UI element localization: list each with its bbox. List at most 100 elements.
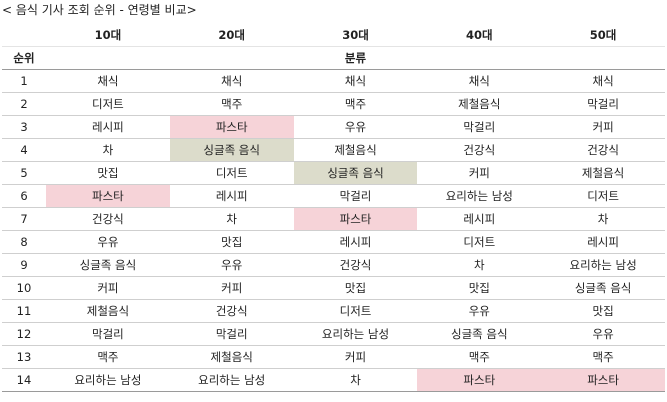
sub-header-row: 순위 분류 [2,46,665,70]
category-cell: 디저트 [541,184,665,208]
table-row: 6 파스타 레시피 막걸리 요리하는 남성 디저트 [2,184,665,208]
category-cell: 싱글족 음식 [417,322,542,346]
category-cell: 커피 [417,161,542,185]
category-cell: 디저트 [46,92,170,116]
age-header: 20대 [169,24,294,47]
category-cell: 제철음식 [293,138,418,162]
table-row: 4 차 싱글족 음식 제철음식 건강식 건강식 [2,138,665,162]
category-cell: 우유 [46,230,170,254]
category-label: 디저트 [92,97,124,111]
category-cell: 건강식 [541,138,665,162]
table-row: 8 우유 맛집 레시피 디저트 레시피 [2,230,665,254]
category-cell: 요리하는 남성 [169,368,294,392]
category-cell: 건강식 [293,253,418,277]
category-label: 맥주 [97,350,119,364]
category-cell: 파스타 [417,368,542,392]
category-label: 건강식 [92,212,124,226]
table-row: 10 커피 커피 맛집 맛집 싱글족 음식 [2,276,665,300]
category-cell: 싱글족 음식 [541,276,665,300]
table-row: 7 건강식 차 파스타 레시피 차 [2,207,665,231]
category-label: 싱글족 음식 [574,281,632,295]
table-row: 14 요리하는 남성 요리하는 남성 차 파스타 파스타 [2,368,665,392]
rank-cell: 10 [2,276,46,300]
category-cell: 막걸리 [169,322,294,346]
category-cell: 막걸리 [293,184,418,208]
category-cell: 차 [169,207,294,231]
category-cell: 맥주 [293,92,418,116]
category-label: 맛집 [592,304,614,318]
rank-cell: 1 [2,69,46,93]
table-row: 5 맛집 디저트 싱글족 음식 커피 제철음식 [2,161,665,185]
category-cell: 맥주 [417,345,542,369]
category-cell: 차 [293,368,418,392]
category-label: 건강식 [587,143,619,157]
category-cell: 건강식 [46,207,170,231]
category-label: 맥주 [344,97,367,111]
category-label: 우유 [592,327,614,341]
category-label: 레시피 [215,189,248,203]
table-row: 9 싱글족 음식 우유 건강식 차 요리하는 남성 [2,253,665,277]
table-row: 11 제철음식 건강식 디저트 우유 맛집 [2,299,665,323]
category-label: 디저트 [339,304,372,318]
highlighted-category-label: 파스타 [293,208,418,230]
rank-cell: 7 [2,207,46,231]
table-row: 1 채식 채식 채식 채식 채식 [2,69,665,93]
rank-cell: 2 [2,92,46,116]
category-cell: 파스타 [293,207,418,231]
category-label: 요리하는 남성 [74,373,142,387]
category-cell: 디저트 [293,299,418,323]
category-label: 커피 [344,350,367,364]
category-cell: 채식 [417,69,542,93]
category-cell: 건강식 [169,299,294,323]
category-label: 레시피 [463,212,496,226]
category-label: 차 [473,258,485,272]
category-cell: 우유 [293,115,418,139]
category-label: 제철음식 [86,304,130,318]
category-cell: 파스타 [541,368,665,392]
category-cell: 차 [46,138,170,162]
highlighted-category-label: 싱글족 음식 [169,139,294,161]
category-cell: 커피 [541,115,665,139]
category-cell: 커피 [293,345,418,369]
category-label: 맥주 [592,350,614,364]
category-label: 채식 [97,74,119,88]
rank-cell: 8 [2,230,46,254]
category-cell: 레시피 [46,115,170,139]
table-row: 12 막걸리 막걸리 요리하는 남성 싱글족 음식 우유 [2,322,665,346]
category-label: 커피 [468,166,490,180]
rank-cell: 6 [2,184,46,208]
category-label: 레시피 [587,235,619,249]
category-cell: 맛집 [541,299,665,323]
table-row: 2 디저트 맥주 맥주 제철음식 막걸리 [2,92,665,116]
category-cell: 맛집 [46,161,170,185]
category-cell: 제철음식 [46,299,170,323]
rank-cell: 13 [2,345,46,369]
corner-cell [2,24,46,47]
category-cell: 요리하는 남성 [293,322,418,346]
category-cell: 채식 [293,69,418,93]
category-cell: 막걸리 [541,92,665,116]
category-label: 차 [350,373,361,387]
category-cell: 싱글족 음식 [293,161,418,185]
age-header: 10대 [46,24,170,47]
rank-cell: 14 [2,368,46,392]
age-header: 50대 [541,24,665,47]
rank-cell: 4 [2,138,46,162]
category-cell: 우유 [169,253,294,277]
category-cell: 막걸리 [46,322,170,346]
category-cell: 맥주 [541,345,665,369]
ranking-table: 10대 20대 30대 40대 50대 순위 분류 1 채식 채식 채식 채식 채식 2 디저… [2,24,665,392]
category-cell: 채식 [169,69,294,93]
category-label: 우유 [97,235,119,249]
category-label: 채식 [592,74,614,88]
category-cell: 레시피 [169,184,294,208]
category-label: 제철음식 [210,350,253,364]
category-label: 커피 [592,120,614,134]
category-label: 맛집 [97,166,119,180]
category-label: 요리하는 남성 [569,258,637,272]
age-header: 40대 [417,24,542,47]
rank-cell: 3 [2,115,46,139]
category-label: 싱글족 음식 [79,258,137,272]
category-cell: 파스타 [46,184,170,208]
category-label: 건강식 [463,143,496,157]
